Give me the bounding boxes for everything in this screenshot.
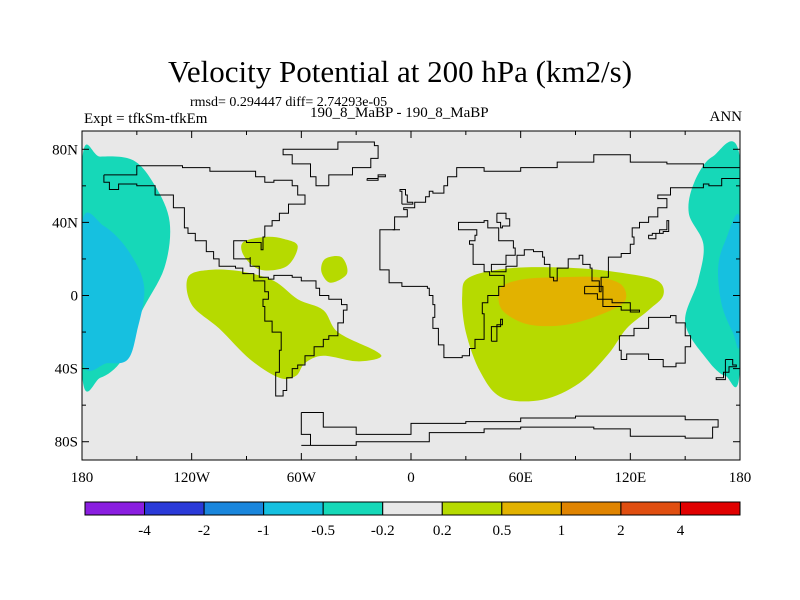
x-tick-label: 180 <box>729 470 752 486</box>
x-tick-label: 180 <box>71 470 94 486</box>
x-tick-label: 120E <box>614 470 646 486</box>
region-west-pacific-core <box>82 212 145 371</box>
region-south-america-positive <box>186 269 382 380</box>
x-tick-label: 120W <box>173 470 211 486</box>
coastline-caspian-sea <box>496 212 511 229</box>
region-central-america-positive <box>241 236 298 271</box>
colorbar-label: 0.5 <box>492 523 511 539</box>
coastline-eurasia <box>392 154 740 231</box>
colorbar-label: 2 <box>617 523 625 539</box>
y-tick-label: 80S <box>55 435 78 451</box>
colorbar-box <box>322 501 384 516</box>
colorbar-box <box>382 501 443 516</box>
colorbar-box <box>441 501 503 516</box>
coastline-americas <box>103 165 348 397</box>
coastline-australia <box>618 315 692 368</box>
colorbar-box <box>84 501 146 516</box>
rmsd-diff-stats: rmsd= 0.294447 diff= 2.74293e-05 <box>190 95 388 110</box>
colorbar-label: 1 <box>558 523 566 539</box>
colorbar-label: -0.2 <box>371 523 395 539</box>
colorbar-label: -2 <box>198 523 211 539</box>
colorbar-label: 0.2 <box>433 523 452 539</box>
experiment-label: Expt = tfkSm-tfkEm <box>84 111 208 127</box>
coastline-iceland <box>366 174 386 181</box>
region-east-pacific-core <box>717 213 740 349</box>
region-indian-ocean-core <box>498 276 627 327</box>
chart-title: Velocity Potential at 200 hPa (km2/s) <box>167 54 633 89</box>
colorbar-label: 4 <box>677 523 685 539</box>
region-east-pacific-negative <box>685 141 740 388</box>
coastline-antarctica <box>300 412 719 446</box>
case-names: 190_8_MaBP - 190_8_MaBP <box>310 105 489 121</box>
coastline-japan <box>648 220 670 240</box>
coastline-greenland <box>282 141 379 187</box>
region-north-atlantic-positive <box>321 255 348 283</box>
x-tick-label: 60W <box>287 470 317 486</box>
colorbar-box <box>203 501 265 516</box>
x-tick-label: 0 <box>407 470 415 486</box>
colorbar-box <box>560 501 622 516</box>
coastline-madagascar <box>490 318 503 342</box>
colorbar-label: -1 <box>257 523 270 539</box>
y-tick-label: 0 <box>71 289 79 305</box>
coastline-africa-arabia-asia <box>379 174 740 359</box>
season-label: ANN <box>709 109 743 125</box>
colorbar-box <box>679 501 741 516</box>
colorbar-label: -0.5 <box>311 523 335 539</box>
colorbar-label: -4 <box>138 523 151 539</box>
coastline-indonesia <box>584 285 640 313</box>
colorbar-box <box>501 501 562 516</box>
y-tick-label: 40S <box>55 362 78 378</box>
y-tick-label: 80N <box>52 142 78 158</box>
coastline-new-zealand <box>715 359 737 381</box>
x-tick-label: 60E <box>509 470 533 486</box>
colorbar-box <box>620 501 681 516</box>
colorbar-box <box>263 501 324 516</box>
coastline-uk <box>399 189 414 205</box>
colorbar-box <box>144 501 205 516</box>
y-tick-label: 40N <box>52 215 78 231</box>
